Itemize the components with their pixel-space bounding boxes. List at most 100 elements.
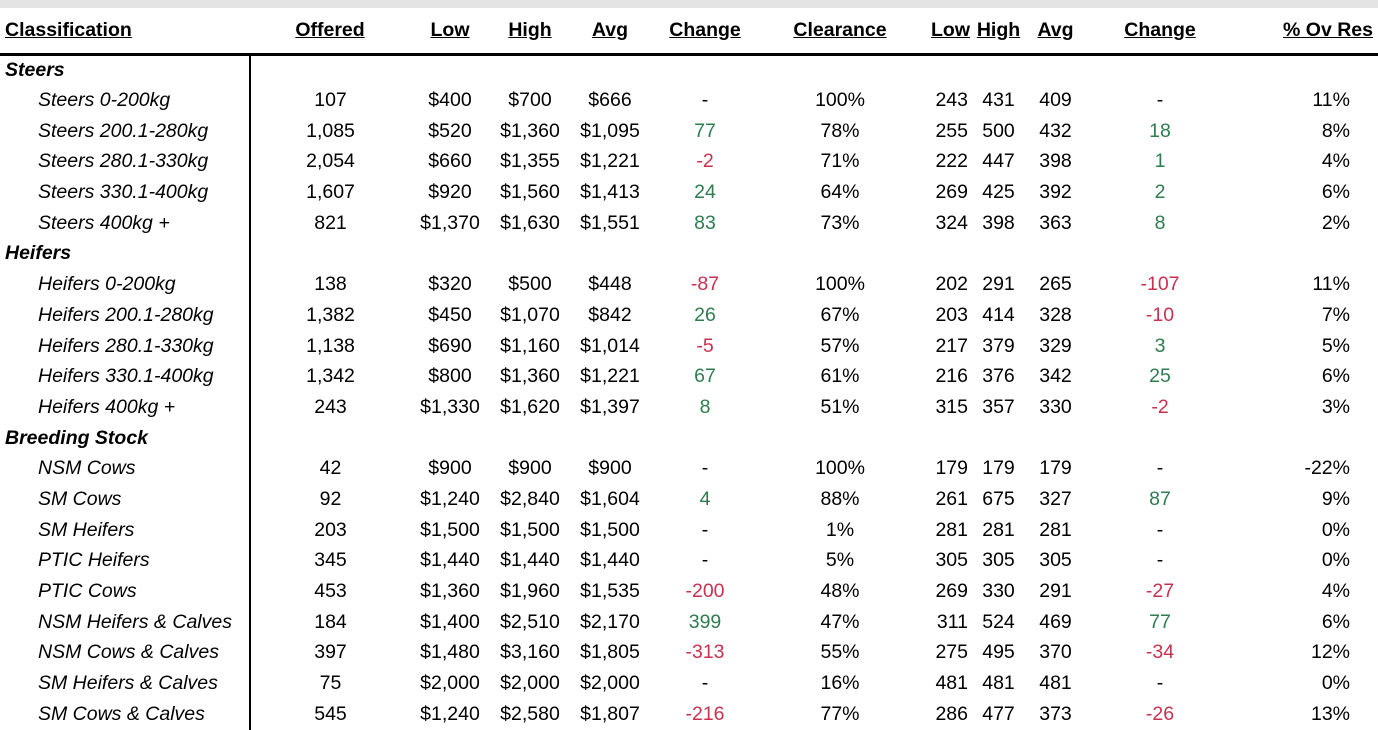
avg-ckg-cell: 265 bbox=[1039, 273, 1072, 296]
empty-cell bbox=[970, 423, 1027, 454]
avg-price-cell: $2,000 bbox=[580, 672, 640, 695]
empty-cell bbox=[970, 55, 1027, 86]
low-price-cell: $1,360 bbox=[420, 580, 480, 603]
top-band bbox=[0, 0, 1378, 8]
low-ckg-cell: 275 bbox=[935, 641, 968, 664]
high-price-cell: $900 bbox=[508, 457, 552, 480]
section-label: Steers bbox=[0, 54, 251, 86]
ov-res-cell: 11% bbox=[1312, 273, 1350, 296]
classification-cell: PTIC Heifers bbox=[0, 545, 251, 577]
avg-price-cell: $1,397 bbox=[580, 395, 640, 418]
col-header-clearance: Clearance bbox=[793, 19, 887, 41]
avg-ckg-cell: 392 bbox=[1039, 181, 1072, 204]
avg-ckg-cell: 481 bbox=[1039, 672, 1072, 695]
classification-cell: Steers 400kg + bbox=[0, 207, 251, 239]
low-ckg-cell: 202 bbox=[935, 273, 968, 296]
classification-cell: SM Heifers & Calves bbox=[0, 668, 251, 699]
empty-cell bbox=[760, 55, 920, 86]
empty-cell bbox=[760, 423, 920, 454]
high-price-cell: $2,580 bbox=[500, 702, 560, 725]
high-price-cell: $1,620 bbox=[500, 395, 560, 418]
avg-price-cell: $1,095 bbox=[580, 119, 640, 142]
table-row: NSM Cows 42 $900 $900 $900 - 100% 179 179 179 - -22… bbox=[0, 453, 1378, 485]
change-cell: - bbox=[701, 518, 709, 541]
clearance-cell: 1% bbox=[825, 518, 855, 541]
high-ckg-cell: 675 bbox=[982, 487, 1015, 510]
clearance-cell: 47% bbox=[820, 610, 860, 633]
empty-cell bbox=[970, 239, 1027, 270]
low-price-cell: $1,330 bbox=[420, 395, 480, 418]
table-body: Steers Steers 0-200kg 107 $400 $700 $666-100%… bbox=[0, 54, 1378, 730]
empty-cell bbox=[250, 239, 410, 270]
change-ckg-cell: - bbox=[1156, 672, 1164, 695]
change-ckg-cell: - bbox=[1156, 518, 1164, 541]
ov-res-cell: 6% bbox=[1321, 365, 1350, 388]
high-ckg-cell: 379 bbox=[982, 334, 1015, 357]
low-ckg-cell: 281 bbox=[935, 518, 968, 541]
classification-cell: Heifers 330.1-400kg bbox=[0, 361, 251, 393]
section-row: Steers bbox=[0, 54, 1378, 86]
col-header-avg-ckg: Avg bbox=[1037, 19, 1074, 41]
high-ckg-cell: 414 bbox=[982, 303, 1015, 326]
ov-res-cell: 0% bbox=[1321, 672, 1350, 695]
avg-ckg-cell: 373 bbox=[1039, 702, 1072, 725]
clearance-cell: 77% bbox=[820, 702, 860, 725]
low-price-cell: $690 bbox=[428, 334, 472, 357]
high-ckg-cell: 281 bbox=[982, 518, 1015, 541]
low-ckg-cell: 269 bbox=[935, 181, 968, 204]
empty-cell bbox=[650, 423, 760, 454]
empty-cell bbox=[570, 423, 650, 454]
low-ckg-cell: 261 bbox=[935, 487, 968, 510]
empty-cell bbox=[920, 55, 970, 86]
offered-cell: 243 bbox=[314, 395, 347, 418]
high-ckg-cell: 524 bbox=[982, 610, 1015, 633]
change-ckg-cell: 1 bbox=[1154, 150, 1166, 173]
avg-price-cell: $1,221 bbox=[580, 365, 640, 388]
avg-price-cell: $1,221 bbox=[580, 150, 640, 173]
table-row: Steers 0-200kg 107 $400 $700 $666 - 100% 243 431… bbox=[0, 85, 1378, 116]
change-ckg-cell: -26 bbox=[1145, 702, 1175, 725]
change-cell: 8 bbox=[699, 395, 711, 418]
empty-cell bbox=[490, 55, 570, 86]
empty-cell bbox=[1236, 423, 1378, 454]
table-row: SM Heifers 203 $1,500 $1,500 $1,500 - 1% 281 281… bbox=[0, 514, 1378, 546]
high-ckg-cell: 305 bbox=[982, 549, 1015, 572]
table-row: NSM Cows & Calves 397 $1,480 $3,160 $1,805 -3… bbox=[0, 637, 1378, 669]
section-row: Heifers bbox=[0, 238, 1378, 270]
change-ckg-cell: - bbox=[1156, 457, 1164, 480]
avg-ckg-cell: 291 bbox=[1039, 580, 1072, 603]
high-price-cell: $2,840 bbox=[500, 487, 560, 510]
section-label: Breeding Stock bbox=[0, 422, 251, 454]
change-cell: - bbox=[701, 89, 709, 112]
classification-cell: SM Cows & Calves bbox=[0, 698, 251, 730]
offered-cell: 397 bbox=[314, 641, 347, 664]
change-cell: 24 bbox=[694, 181, 716, 204]
change-ckg-cell: 2 bbox=[1154, 181, 1166, 204]
high-ckg-cell: 291 bbox=[982, 273, 1015, 296]
ov-res-cell: 3% bbox=[1321, 395, 1350, 418]
high-price-cell: $1,440 bbox=[500, 549, 560, 572]
avg-ckg-cell: 328 bbox=[1039, 303, 1072, 326]
avg-ckg-cell: 327 bbox=[1039, 487, 1072, 510]
avg-ckg-cell: 281 bbox=[1039, 518, 1072, 541]
empty-cell bbox=[1084, 239, 1236, 270]
classification-cell: Steers 330.1-400kg bbox=[0, 177, 251, 208]
low-price-cell: $450 bbox=[428, 303, 472, 326]
avg-ckg-cell: 370 bbox=[1039, 641, 1072, 664]
empty-cell bbox=[1027, 423, 1084, 454]
avg-price-cell: $900 bbox=[588, 457, 632, 480]
classification-cell: SM Cows bbox=[0, 484, 251, 515]
clearance-cell: 55% bbox=[820, 641, 860, 664]
empty-cell bbox=[250, 423, 410, 454]
offered-cell: 1,085 bbox=[306, 119, 355, 142]
empty-cell bbox=[1027, 239, 1084, 270]
table-row: Heifers 330.1-400kg 1,342 $800 $1,360 $1,221… bbox=[0, 361, 1378, 393]
high-price-cell: $1,360 bbox=[500, 365, 560, 388]
classification-cell: Steers 0-200kg bbox=[0, 85, 251, 116]
low-ckg-cell: 311 bbox=[936, 610, 968, 633]
empty-cell bbox=[570, 55, 650, 86]
table-row: PTIC Cows 453 $1,360 $1,960 $1,535 -200 48% 269… bbox=[0, 576, 1378, 607]
high-price-cell: $1,360 bbox=[500, 119, 560, 142]
high-ckg-cell: 330 bbox=[982, 580, 1015, 603]
classification-cell: SM Heifers bbox=[0, 514, 251, 546]
